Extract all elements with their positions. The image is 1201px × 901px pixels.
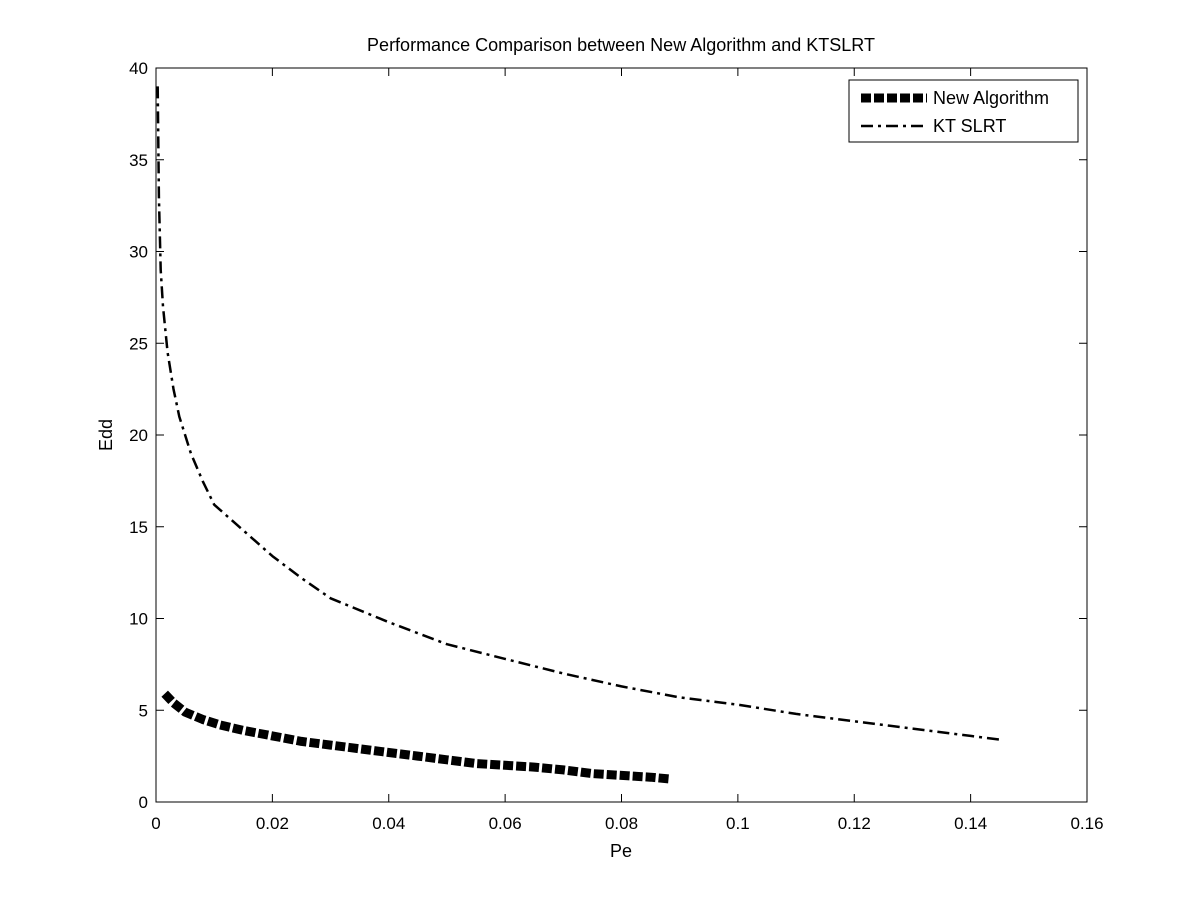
x-tick-label: 0.06: [489, 814, 522, 833]
chart-title: Performance Comparison between New Algor…: [367, 35, 875, 55]
y-tick-label: 10: [129, 610, 148, 629]
legend: New Algorithm KT SLRT: [848, 79, 1079, 143]
x-tick-label: 0.1: [726, 814, 750, 833]
plot-area: 0 0.02 0.04 0.06 0.08 0.1 0.12 0.14 0.16 0 5 10 15 20…: [129, 59, 1103, 833]
y-axis-label: Edd: [96, 419, 116, 451]
y-tick-label: 5: [139, 701, 148, 720]
y-tick-label: 40: [129, 59, 148, 78]
series-layer: [156, 86, 1000, 784]
x-axis-label: Pe: [610, 841, 632, 861]
tick-layer: 0 0.02 0.04 0.06 0.08 0.1 0.12 0.14 0.16 0 5 10 15 20…: [129, 59, 1103, 833]
y-tick-label: 15: [129, 518, 148, 537]
x-tick-label: 0.12: [838, 814, 871, 833]
x-tick-label: 0.16: [1070, 814, 1103, 833]
y-tick-label: 25: [129, 334, 148, 353]
y-tick-label: 20: [129, 426, 148, 445]
plot-frame: [155, 67, 1088, 803]
y-tick-label: 35: [129, 151, 148, 170]
series-line-new-algorithm: [161, 690, 672, 784]
x-tick-label: 0.08: [605, 814, 638, 833]
y-tick-label: 0: [139, 793, 148, 812]
x-tick-label: 0: [151, 814, 160, 833]
legend-box: [848, 79, 1079, 143]
x-tick-label: 0.04: [372, 814, 405, 833]
y-tick-label: 30: [129, 243, 148, 262]
series-line-kt-slrt: [156, 86, 1000, 741]
legend-label: New Algorithm: [933, 88, 1049, 108]
x-tick-label: 0.02: [256, 814, 289, 833]
legend-label: KT SLRT: [933, 116, 1006, 136]
x-tick-label: 0.14: [954, 814, 987, 833]
